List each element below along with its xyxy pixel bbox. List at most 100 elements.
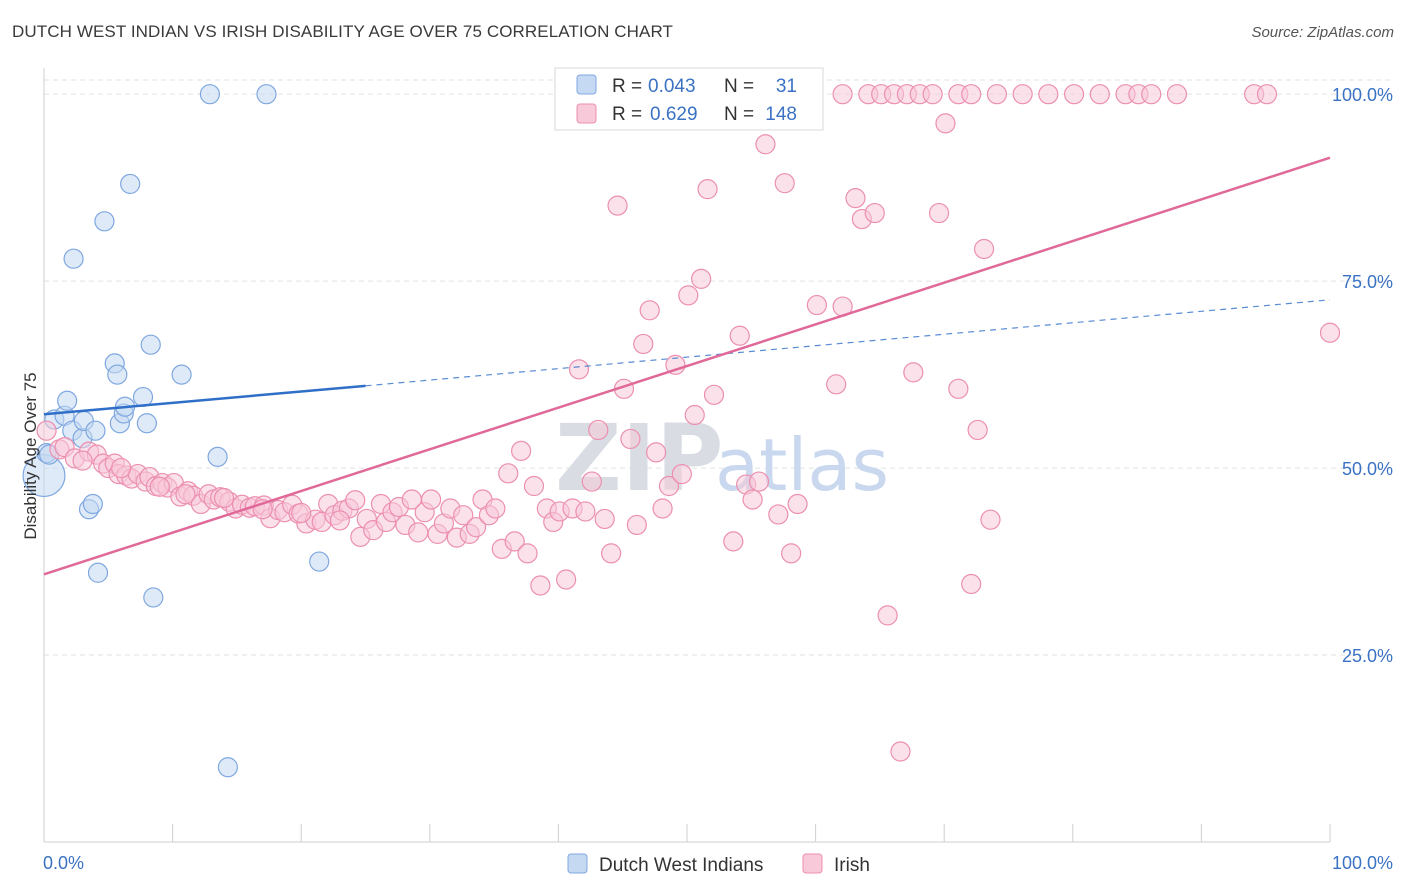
irish-point-77 <box>556 569 577 590</box>
irish-point-148 <box>1256 84 1278 105</box>
irish-point-69 <box>504 531 525 552</box>
dutch-point-19 <box>120 173 141 195</box>
dutch-point-29 <box>309 551 330 572</box>
irish-point-153 <box>175 484 196 505</box>
irish-point-105 <box>748 471 770 492</box>
watermark-atlas: atlas <box>715 423 889 507</box>
irish-point-112 <box>826 374 847 395</box>
source-label: Source: ZipAtlas.com <box>1251 24 1394 41</box>
irish-point-129 <box>832 84 853 105</box>
dutch-point-11 <box>87 562 109 583</box>
irish-point-90 <box>639 300 660 321</box>
irish-point-141 <box>1063 84 1085 105</box>
irish-point-150 <box>72 450 93 471</box>
irish-point-125 <box>973 238 995 260</box>
irish-point-98 <box>691 268 712 289</box>
legend-n-label-1: N = <box>724 76 754 97</box>
irish-point-121 <box>935 113 956 134</box>
irish-point-111 <box>806 294 827 316</box>
bottom-legend-label-blue: Dutch West Indians <box>599 855 763 876</box>
irish-point-88 <box>626 514 647 536</box>
irish-point-54 <box>408 522 429 543</box>
x-tick-label-min: 0.0% <box>43 853 84 873</box>
irish-point-137 <box>961 84 982 105</box>
irish-point-85 <box>607 195 628 216</box>
irish-point-156 <box>291 502 312 524</box>
y-tick-labels: 25.0% 50.0% 75.0% 100.0% <box>1332 85 1393 666</box>
legend-r-label-2: R = <box>612 104 642 125</box>
irish-point-122 <box>948 378 969 399</box>
irish-point-106 <box>755 134 776 155</box>
y-tick-label-2: 75.0% <box>1342 272 1393 292</box>
legend-r-label-1: R = <box>612 76 642 97</box>
irish-point-149 <box>1319 322 1341 343</box>
irish-point-135 <box>922 84 943 105</box>
legend-r-value-2: 0.629 <box>650 104 698 125</box>
dutch-point-12 <box>63 248 84 269</box>
dutch-trend-solid <box>43 384 366 416</box>
irish-point-91 <box>646 442 667 463</box>
legend-n-value-2: 148 <box>765 104 797 125</box>
irish-point-72 <box>523 475 545 497</box>
irish-point-94 <box>665 354 686 375</box>
irish-point-139 <box>1012 84 1033 105</box>
stats-legend: R = 0.043 N = 31 R = 0.629 N = 148 <box>554 67 824 131</box>
irish-point-145 <box>1141 84 1162 105</box>
y-tick-label-1: 50.0% <box>1342 459 1393 479</box>
irish-point-83 <box>594 508 615 530</box>
irish-point-107 <box>768 504 789 525</box>
stats-legend-box <box>554 67 824 131</box>
irish-point-79 <box>568 359 590 380</box>
irish-point-81 <box>581 471 602 492</box>
irish-point-95 <box>671 463 692 485</box>
irish-point-84 <box>601 543 622 564</box>
dutch-point-23 <box>143 587 164 608</box>
dutch-point-9 <box>82 493 103 515</box>
irish-point-0 <box>36 420 57 441</box>
irish-point-89 <box>633 333 654 355</box>
irish-point-119 <box>903 362 924 383</box>
irish-point-146 <box>1166 84 1188 105</box>
irish-point-71 <box>517 543 538 564</box>
chart-title: DUTCH WEST INDIAN VS IRISH DISABILITY AG… <box>12 22 674 41</box>
dutch-trend-dashed <box>365 299 1331 387</box>
irish-point-104 <box>742 489 763 510</box>
y-tick-label-3: 100.0% <box>1332 85 1393 105</box>
irish-point-110 <box>787 493 808 515</box>
y-axis-label: Disability Age Over 75 <box>21 372 40 539</box>
dutch-point-21 <box>136 413 157 434</box>
dutch-point-25 <box>199 84 220 105</box>
bottom-legend-swatch-blue <box>567 853 588 874</box>
irish-point-117 <box>877 605 898 626</box>
legend-swatch-pink <box>576 103 597 124</box>
irish-trend-line <box>43 156 1331 576</box>
irish-point-87 <box>620 428 641 450</box>
dutch-point-24 <box>171 364 192 385</box>
irish-point-92 <box>652 498 673 519</box>
irish-point-124 <box>961 573 982 595</box>
irish-point-154 <box>213 487 235 509</box>
dutch-point-10 <box>85 420 106 441</box>
irish-point-70 <box>511 440 532 461</box>
irish-point-73 <box>530 575 551 596</box>
irish-point-109 <box>781 543 802 564</box>
irish-point-151 <box>111 457 132 479</box>
irish-point-142 <box>1089 84 1110 105</box>
dutch-point-4 <box>57 390 78 411</box>
legend-n-label-2: N = <box>724 104 754 125</box>
irish-point-99 <box>697 179 718 200</box>
irish-point-152 <box>149 476 170 497</box>
irish-point-118 <box>890 741 911 762</box>
dutch-point-15 <box>107 364 128 385</box>
dutch-point-26 <box>256 84 277 105</box>
dutch-point-28 <box>217 757 238 778</box>
dutch-point-27 <box>207 446 228 467</box>
irish-point-102 <box>729 325 750 346</box>
irish-point-108 <box>774 173 795 194</box>
gridlines <box>44 79 1392 656</box>
irish-point-82 <box>588 419 609 441</box>
irish-point-101 <box>723 531 744 552</box>
irish-point-80 <box>575 501 596 522</box>
irish-point-66 <box>485 498 506 519</box>
irish-point-116 <box>864 202 885 224</box>
